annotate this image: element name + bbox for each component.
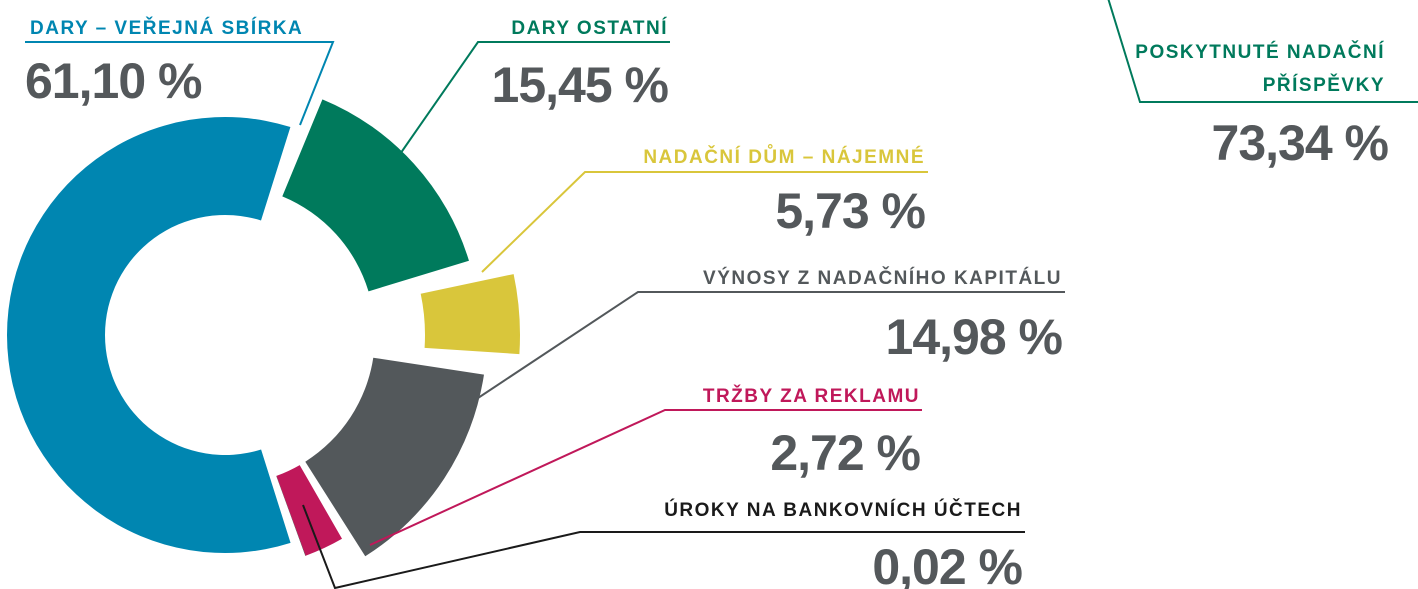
donut-slice (420, 274, 520, 355)
category-label: NADAČNÍ DŮM – NÁJEMNÉ (643, 145, 925, 168)
donut-slice (276, 465, 343, 556)
value-label: 61,10 % (25, 53, 202, 109)
category-label: ÚROKY NA BANKOVNÍCH ÚČTECH (664, 499, 1022, 521)
value-label: 14,98 % (886, 309, 1063, 365)
donut-slice (282, 99, 469, 292)
leader-line (397, 41, 670, 158)
category-label: TRŽBY ZA REKLAMU (703, 385, 920, 407)
value-label: 2,72 % (770, 425, 920, 481)
category-label: POSKYTNUTÉ NADAČNÍ PŘÍSPĚVKY (1135, 42, 1385, 96)
donut-slice (6, 116, 291, 554)
category-label: DARY OSTATNÍ (511, 17, 668, 39)
donut-slice (305, 357, 484, 557)
donut-slice (276, 475, 306, 556)
category-label: VÝNOSY Z NADAČNÍHO KAPITÁLU (703, 267, 1062, 289)
leader-line (25, 41, 335, 126)
leader-line (474, 291, 1065, 401)
value-label: 73,34 % (1211, 115, 1389, 171)
leader-line (302, 504, 1025, 589)
category-label: DARY – VEŘEJNÁ SBÍRKA (30, 17, 303, 39)
value-label: 15,45 % (492, 57, 669, 113)
leader-line (481, 171, 928, 273)
value-label: 5,73 % (775, 183, 925, 239)
value-label: 0,02 % (872, 539, 1022, 589)
leader-line (369, 409, 922, 546)
leader-line (1107, 0, 1418, 103)
